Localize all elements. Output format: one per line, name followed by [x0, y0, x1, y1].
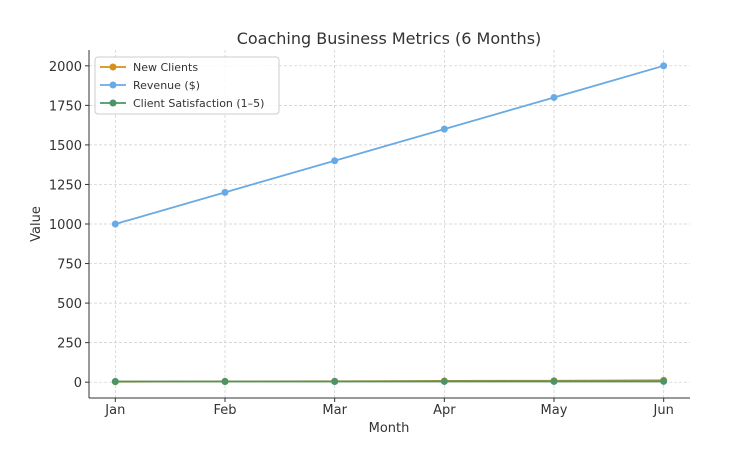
legend-label: Client Satisfaction (1–5): [133, 97, 264, 110]
y-tick-label: 750: [57, 258, 82, 273]
x-tick-label: Feb: [213, 403, 236, 418]
y-tick-label: 250: [57, 337, 82, 352]
data-point: [221, 377, 229, 385]
data-point: [550, 93, 558, 101]
data-point: [221, 188, 229, 196]
legend-marker: [109, 63, 117, 71]
x-tick-label: Apr: [433, 403, 456, 418]
y-tick-label: 1500: [49, 139, 82, 154]
data-point: [111, 220, 119, 228]
data-point: [111, 378, 119, 386]
x-tick-label: Mar: [322, 403, 347, 418]
data-point: [550, 377, 558, 385]
x-axis-label: Month: [369, 421, 410, 436]
data-point: [331, 157, 339, 165]
data-point: [660, 377, 668, 385]
x-tick-label: May: [541, 403, 568, 418]
legend-box: [94, 56, 280, 115]
data-point: [331, 377, 339, 385]
y-axis-label: Value: [29, 206, 44, 242]
data-point: [440, 125, 448, 133]
chart-title: Coaching Business Metrics (6 Months): [237, 29, 542, 48]
y-tick-label: 500: [57, 297, 82, 312]
y-tick-label: 1250: [49, 178, 82, 193]
y-tick-label: 2000: [49, 60, 82, 75]
x-tick-label: Jan: [104, 403, 125, 418]
data-point: [440, 377, 448, 385]
y-tick-label: 0: [74, 376, 82, 391]
y-tick-label: 1750: [49, 99, 82, 114]
legend-marker: [109, 99, 117, 107]
y-tick-label: 1000: [49, 218, 82, 233]
x-tick-label: Jun: [653, 403, 674, 418]
legend-label: New Clients: [133, 61, 198, 74]
legend-label: Revenue ($): [133, 79, 200, 92]
data-point: [660, 62, 668, 70]
series-line-1: [115, 64, 664, 225]
legend-marker: [109, 81, 117, 89]
